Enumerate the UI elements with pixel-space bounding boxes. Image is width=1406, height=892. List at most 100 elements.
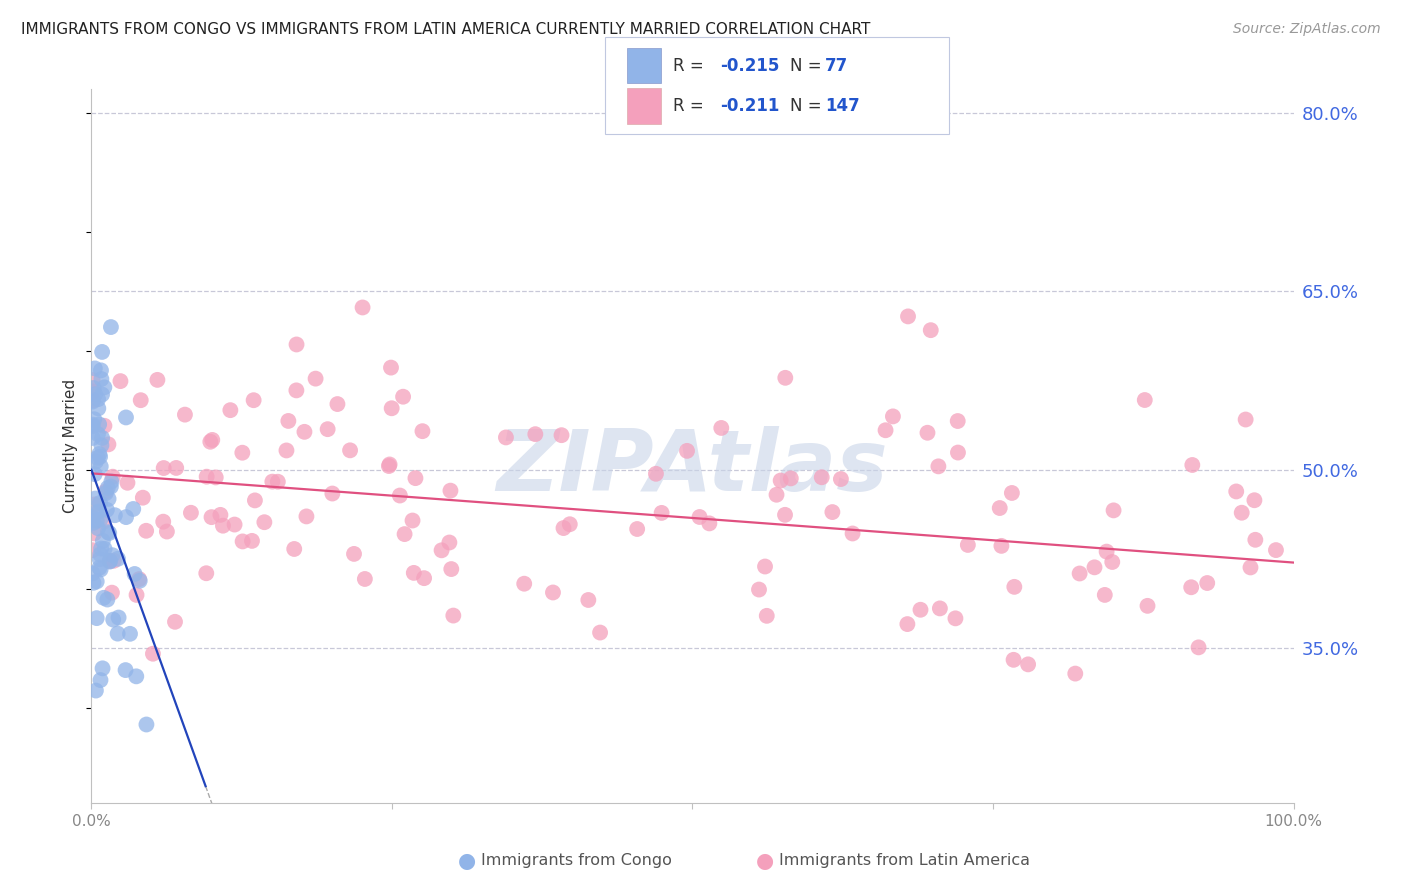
- Point: [115, 410, 138, 425]
- Point: [96, 503, 118, 517]
- Point: [200, 510, 222, 524]
- Point: [769, 474, 792, 488]
- Point: [1002, 580, 1025, 594]
- Point: [378, 458, 401, 472]
- Point: [1069, 566, 1091, 581]
- Point: [82, 417, 104, 432]
- Point: [1001, 486, 1024, 500]
- Point: [1083, 560, 1105, 574]
- Point: [990, 539, 1012, 553]
- Point: [87, 392, 110, 406]
- Point: [83, 526, 105, 541]
- Point: [1094, 588, 1116, 602]
- Point: [146, 373, 169, 387]
- Point: [773, 508, 796, 522]
- Point: [1187, 640, 1209, 655]
- Point: [378, 458, 401, 473]
- Point: [90, 541, 112, 556]
- Point: [200, 434, 222, 449]
- Point: [946, 445, 969, 459]
- Point: [163, 615, 186, 629]
- Point: [89, 450, 111, 464]
- Text: IMMIGRANTS FROM CONGO VS IMMIGRANTS FROM LATIN AMERICA CURRENTLY MARRIED CORRELA: IMMIGRANTS FROM CONGO VS IMMIGRANTS FROM…: [21, 22, 870, 37]
- Point: [89, 512, 111, 526]
- Point: [86, 514, 108, 528]
- Point: [125, 669, 148, 683]
- Point: [339, 443, 361, 458]
- Point: [97, 491, 120, 506]
- Text: ●: ●: [458, 851, 475, 871]
- Point: [135, 524, 157, 538]
- Point: [86, 450, 108, 465]
- Point: [1181, 458, 1204, 472]
- Point: [354, 572, 377, 586]
- Point: [122, 502, 145, 516]
- Point: [440, 562, 463, 576]
- Point: [381, 401, 404, 416]
- Point: [232, 534, 254, 549]
- Point: [676, 443, 699, 458]
- Point: [956, 538, 979, 552]
- Point: [755, 608, 778, 623]
- Point: [576, 593, 599, 607]
- Point: [945, 611, 967, 625]
- Point: [100, 320, 122, 334]
- Point: [84, 683, 107, 698]
- Point: [1230, 506, 1253, 520]
- Point: [1102, 503, 1125, 517]
- Point: [90, 562, 112, 576]
- Point: [513, 576, 536, 591]
- Point: [82, 575, 104, 590]
- Point: [439, 535, 461, 549]
- Point: [441, 608, 464, 623]
- Point: [152, 461, 174, 475]
- Point: [928, 601, 950, 615]
- Point: [91, 345, 114, 359]
- Point: [82, 373, 104, 387]
- Point: [927, 459, 949, 474]
- Point: [195, 469, 218, 483]
- Point: [84, 454, 107, 468]
- Point: [946, 414, 969, 428]
- Text: -0.215: -0.215: [720, 56, 779, 75]
- Point: [204, 470, 226, 484]
- Point: [90, 438, 112, 452]
- Point: [201, 433, 224, 447]
- Point: [91, 387, 114, 401]
- Point: [285, 384, 308, 398]
- Point: [699, 516, 721, 531]
- Point: [82, 419, 104, 434]
- Point: [84, 491, 107, 506]
- Point: [589, 625, 612, 640]
- Point: [765, 488, 787, 502]
- Text: Immigrants from Latin America: Immigrants from Latin America: [779, 854, 1031, 868]
- Point: [495, 430, 517, 444]
- Point: [243, 493, 266, 508]
- Point: [262, 475, 284, 489]
- Point: [1133, 392, 1156, 407]
- Point: [135, 717, 157, 731]
- Point: [283, 541, 305, 556]
- Point: [110, 374, 132, 388]
- Point: [142, 647, 165, 661]
- Point: [917, 425, 939, 440]
- Point: [212, 518, 235, 533]
- Point: [896, 617, 918, 632]
- Point: [326, 397, 349, 411]
- Point: [82, 393, 104, 408]
- Point: [352, 301, 374, 315]
- Point: [84, 505, 107, 519]
- Point: [553, 521, 575, 535]
- Point: [841, 526, 863, 541]
- Point: [82, 384, 104, 399]
- Point: [93, 418, 115, 433]
- Point: [882, 409, 904, 424]
- Point: [91, 533, 114, 548]
- Point: [82, 566, 104, 581]
- Point: [132, 491, 155, 505]
- Point: [86, 574, 108, 589]
- Point: [82, 514, 104, 528]
- Text: 147: 147: [825, 96, 860, 115]
- Point: [321, 486, 343, 500]
- Point: [89, 496, 111, 510]
